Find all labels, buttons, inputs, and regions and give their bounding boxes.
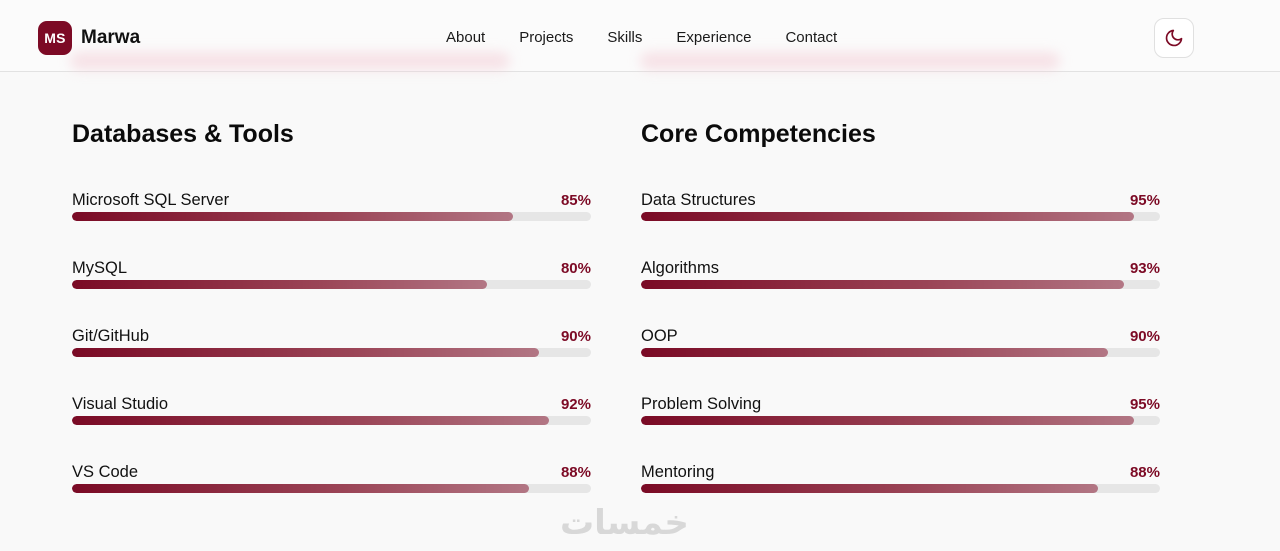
- watermark: خمسات: [560, 504, 689, 542]
- skill-name: Data Structures: [641, 191, 756, 209]
- skill-name: MySQL: [72, 259, 128, 277]
- progress-track: [72, 348, 591, 357]
- skill-name: Algorithms: [641, 259, 719, 277]
- brand-name: Marwa: [81, 27, 141, 48]
- decorative-glow: [640, 52, 1060, 70]
- skill-percent: 85%: [560, 192, 591, 209]
- skill-name: Mentoring: [641, 463, 715, 481]
- skill-percent: 95%: [1129, 396, 1160, 413]
- skill-name: VS Code: [72, 463, 139, 481]
- nav-link-projects[interactable]: Projects: [519, 29, 574, 46]
- progress-fill: [72, 416, 550, 425]
- skill-row: OOP 90%: [641, 327, 1160, 367]
- skill-percent: 90%: [560, 328, 591, 345]
- nav-link-contact[interactable]: Contact: [785, 29, 838, 46]
- skill-row: MySQL 80%: [72, 259, 591, 299]
- skill-percent: 92%: [560, 396, 591, 413]
- nav-links: About Projects Skills Experience Contact: [446, 29, 837, 46]
- progress-track: [641, 348, 1160, 357]
- skill-name: Visual Studio: [72, 395, 169, 413]
- section-title: Core Competencies: [641, 120, 876, 148]
- skills-section-databases-tools: Databases & Tools Microsoft SQL Server 8…: [72, 120, 592, 493]
- skill-name: Git/GitHub: [72, 327, 150, 345]
- progress-fill: [641, 212, 1135, 221]
- progress-fill: [641, 484, 1098, 493]
- skill-percent: 93%: [1129, 260, 1160, 277]
- nav-link-about[interactable]: About: [446, 29, 486, 46]
- brand[interactable]: MS Marwa: [38, 21, 140, 55]
- progress-track: [641, 416, 1160, 425]
- progress-track: [72, 416, 591, 425]
- progress-fill: [72, 348, 540, 357]
- skill-row: Data Structures 95%: [641, 191, 1160, 231]
- section-title: Databases & Tools: [72, 120, 294, 148]
- logo-badge: MS: [38, 21, 72, 55]
- skill-row: Mentoring 88%: [641, 463, 1160, 503]
- skill-row: Git/GitHub 90%: [72, 327, 591, 367]
- progress-fill: [641, 280, 1124, 289]
- decorative-glow: [70, 52, 510, 70]
- skill-row: VS Code 88%: [72, 463, 591, 503]
- progress-track: [72, 212, 591, 221]
- skill-row: Microsoft SQL Server 85%: [72, 191, 591, 231]
- skill-percent: 95%: [1129, 192, 1160, 209]
- skill-name: Problem Solving: [641, 395, 762, 413]
- progress-track: [72, 484, 591, 493]
- progress-track: [72, 280, 591, 289]
- skill-row: Visual Studio 92%: [72, 395, 591, 435]
- moon-icon: [1165, 29, 1183, 47]
- progress-fill: [72, 280, 488, 289]
- progress-fill: [641, 348, 1109, 357]
- skill-row: Problem Solving 95%: [641, 395, 1160, 435]
- skill-name: Microsoft SQL Server: [72, 191, 230, 209]
- skill-percent: 88%: [1129, 464, 1160, 481]
- progress-track: [641, 484, 1160, 493]
- top-navbar: MS Marwa About Projects Skills Experienc…: [0, 0, 1280, 72]
- skill-percent: 88%: [560, 464, 591, 481]
- skill-percent: 80%: [560, 260, 591, 277]
- skill-percent: 90%: [1129, 328, 1160, 345]
- theme-toggle-button[interactable]: [1154, 18, 1194, 58]
- progress-fill: [72, 484, 529, 493]
- progress-track: [641, 280, 1160, 289]
- skill-row: Algorithms 93%: [641, 259, 1160, 299]
- skills-section-core-competencies: Core Competencies Data Structures 95% Al…: [641, 120, 1161, 493]
- progress-fill: [72, 212, 514, 221]
- skill-name: OOP: [641, 327, 678, 345]
- progress-track: [641, 212, 1160, 221]
- nav-link-skills[interactable]: Skills: [607, 29, 643, 46]
- nav-link-experience[interactable]: Experience: [676, 29, 752, 46]
- progress-fill: [641, 416, 1135, 425]
